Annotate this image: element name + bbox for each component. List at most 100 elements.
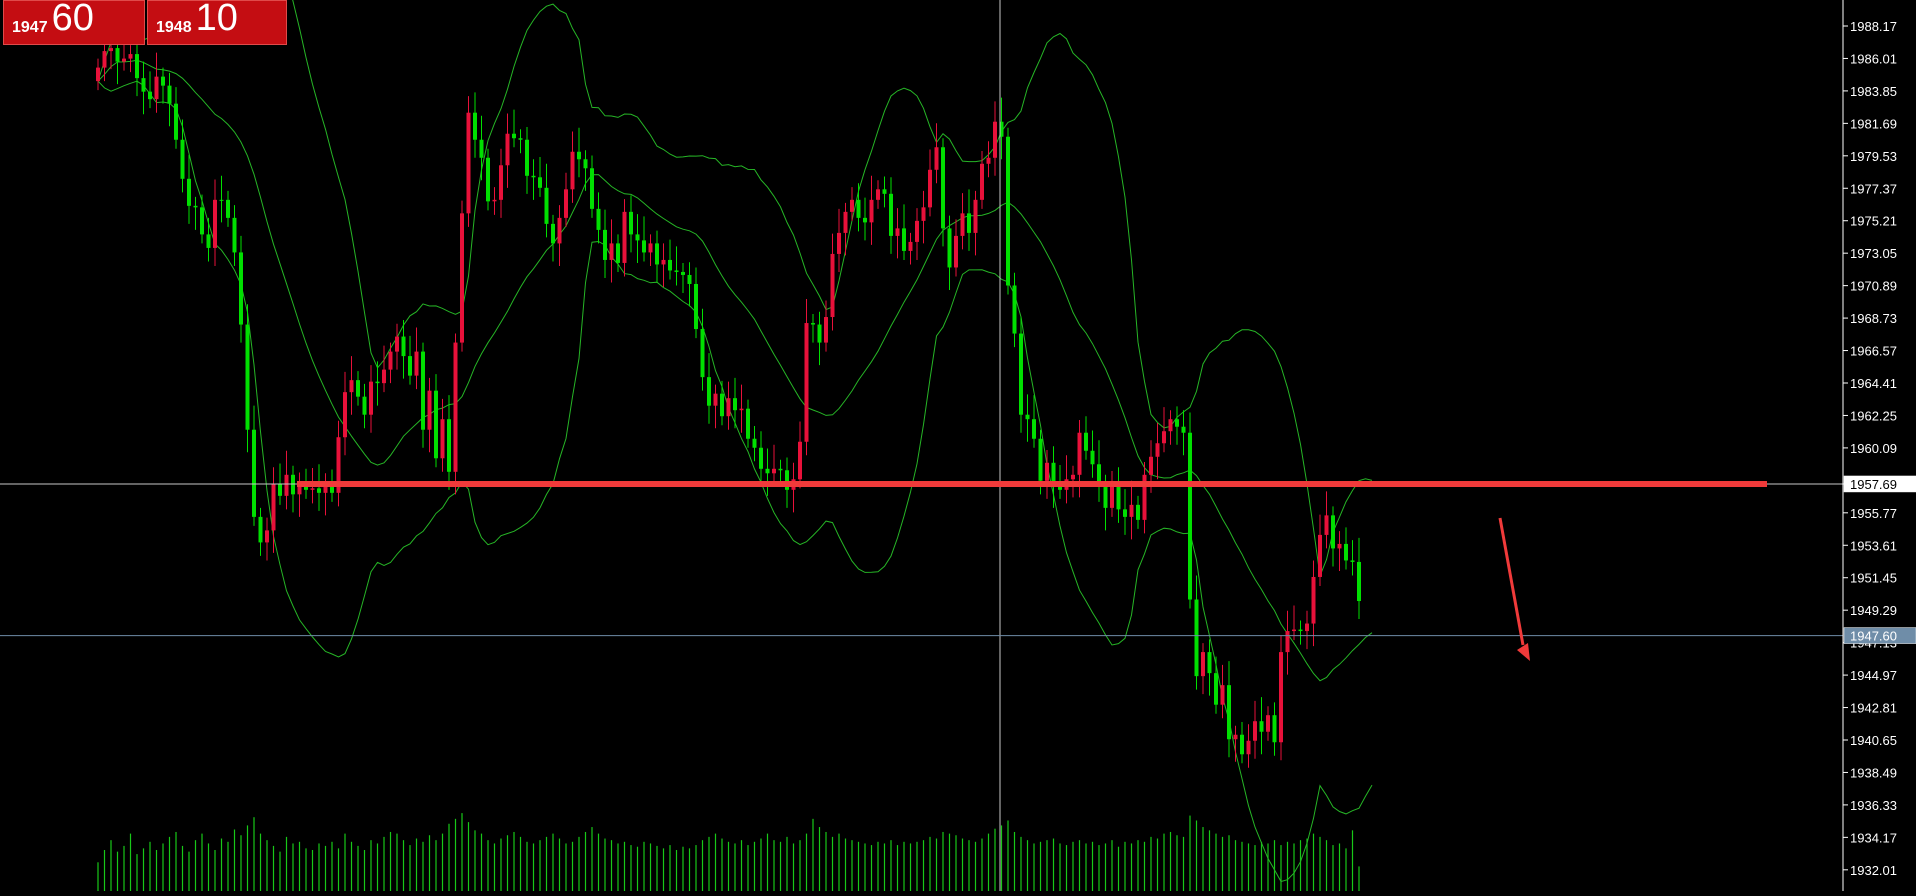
price-tick-label: 1966.57 <box>1850 344 1897 359</box>
candle-body <box>993 121 997 158</box>
candle-body <box>622 211 627 263</box>
price-tick-label: 1983.85 <box>1850 84 1897 99</box>
candle-body <box>1077 432 1082 475</box>
price-tick-label: 1934.17 <box>1850 830 1897 845</box>
candle-body <box>739 408 744 411</box>
candle-body <box>1318 534 1322 577</box>
candle-body <box>304 485 308 490</box>
price-tick-label: 1968.73 <box>1850 311 1897 326</box>
candle-body <box>1233 734 1238 740</box>
candle-body <box>798 441 802 480</box>
trend-arrow-down-icon <box>1517 643 1530 661</box>
candle-body <box>694 283 698 330</box>
candle-body <box>291 474 295 495</box>
crosshair-price-label: 1957.69 <box>1850 477 1897 492</box>
candle-body <box>531 175 536 178</box>
candle-body <box>1032 419 1036 439</box>
candle-body <box>466 112 471 214</box>
candle-body <box>1253 721 1257 741</box>
trend-arrow-shaft <box>1498 517 1525 646</box>
candle-body <box>336 437 341 493</box>
candle-body <box>245 324 250 430</box>
candle-body <box>1331 515 1335 549</box>
candle-body <box>726 398 731 417</box>
crosshair-price-box <box>1843 475 1916 493</box>
candle-body <box>1220 685 1225 705</box>
candle-body <box>453 342 458 472</box>
candle-body <box>668 259 672 271</box>
candle-body <box>564 189 568 218</box>
candle-body <box>837 232 841 254</box>
current-price-label: 1947.60 <box>1850 629 1897 644</box>
candle-body <box>310 488 315 490</box>
candle-body <box>824 317 828 343</box>
candle-body <box>915 220 919 242</box>
price-tick-label: 1964.41 <box>1850 376 1897 391</box>
candle-body <box>557 217 562 244</box>
bid-quote-prefix: 1947 <box>12 19 48 36</box>
candle-body <box>635 234 640 241</box>
candle-body <box>1194 599 1199 677</box>
candle-body <box>284 474 289 496</box>
candle-body <box>1259 721 1264 732</box>
candle-body <box>765 468 770 474</box>
candle-body <box>869 199 874 223</box>
price-tick-label: 1988.17 <box>1850 19 1897 34</box>
candle-body <box>1006 136 1010 286</box>
candle-body <box>278 483 282 496</box>
candle-body <box>713 393 718 406</box>
band-middle-line <box>97 59 1373 682</box>
candle-body <box>648 243 653 253</box>
candle-body <box>850 199 854 212</box>
candle-body <box>752 438 757 448</box>
price-tick-label: 1944.97 <box>1850 668 1897 683</box>
candle-body <box>499 165 503 200</box>
price-tick-label: 1977.37 <box>1850 181 1897 196</box>
candle-body <box>882 189 887 194</box>
candle-body <box>1181 426 1186 433</box>
candle-body <box>778 468 783 471</box>
candle-body <box>1142 474 1147 520</box>
candle-body <box>479 139 484 158</box>
candle-body <box>1207 652 1212 674</box>
candle-body <box>908 241 913 251</box>
candle-body <box>525 139 529 176</box>
price-tick-label: 1942.81 <box>1850 701 1897 716</box>
candle-body <box>440 419 445 459</box>
candle-body <box>1292 629 1296 632</box>
candle-body <box>401 336 406 357</box>
candle-body <box>538 177 542 188</box>
candle-body <box>746 408 750 439</box>
candle-body <box>674 270 679 272</box>
candle-body <box>187 178 191 206</box>
candle-body <box>642 240 646 253</box>
candle-body <box>1305 623 1309 632</box>
candle-body <box>1084 432 1088 451</box>
price-tick-label: 1986.01 <box>1850 51 1897 66</box>
candle-body <box>1279 652 1283 743</box>
price-tick-label: 1938.49 <box>1850 765 1897 780</box>
candle-body <box>928 169 932 208</box>
candle-body <box>128 54 133 59</box>
candle-body <box>200 207 204 235</box>
candle-body <box>817 324 822 343</box>
bid-quote-box[interactable]: 1947 60 <box>3 0 145 45</box>
candle-body <box>512 133 516 139</box>
candle-body <box>577 151 581 160</box>
candle-body <box>1246 740 1251 755</box>
ask-quote-box[interactable]: 1948 10 <box>147 0 287 45</box>
candle-body <box>265 530 269 543</box>
candle-body <box>947 228 952 268</box>
candle-body <box>473 112 477 140</box>
candle-body <box>1136 504 1140 520</box>
candle-body <box>1357 561 1361 602</box>
candle-body <box>1240 734 1244 755</box>
candle-body <box>1123 509 1127 517</box>
candle-body <box>1116 483 1121 510</box>
price-tick-label: 1975.21 <box>1850 214 1897 229</box>
candle-body <box>1201 652 1205 677</box>
candle-body <box>655 243 659 265</box>
candle-body <box>395 336 399 352</box>
